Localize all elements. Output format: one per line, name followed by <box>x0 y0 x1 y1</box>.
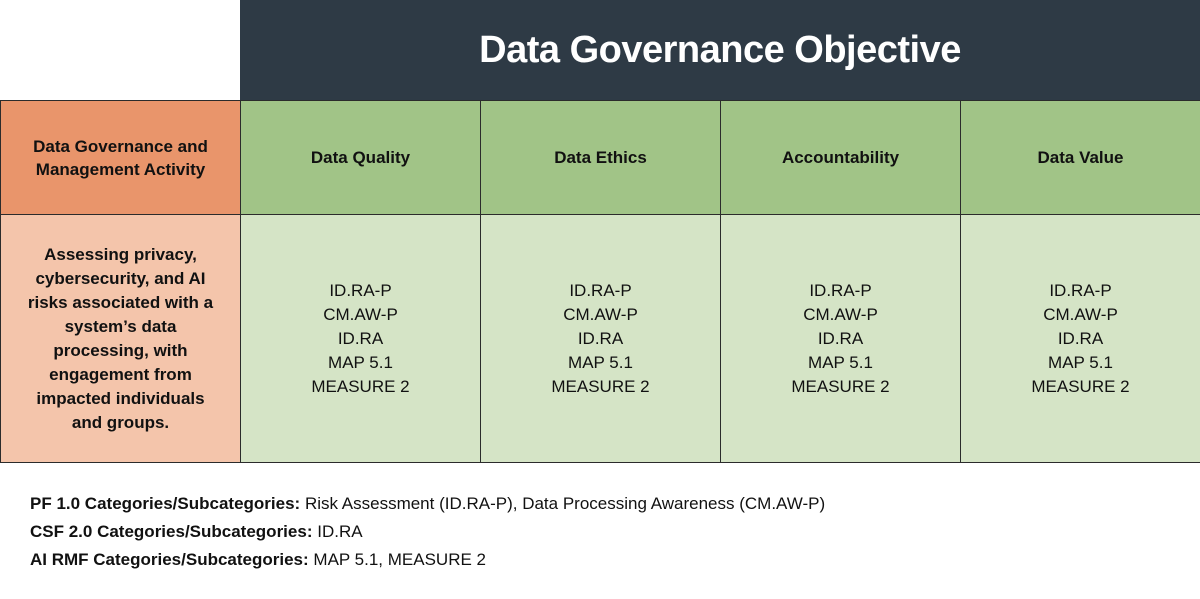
mapping-cell-data-ethics: ID.RA-P CM.AW-P ID.RA MAP 5.1 MEASURE 2 <box>480 214 721 463</box>
mapping-item: CM.AW-P <box>323 304 398 324</box>
mapping-item: ID.RA <box>577 328 624 348</box>
footer-value: ID.RA <box>317 522 363 541</box>
footer-value: Risk Assessment (ID.RA-P), Data Processi… <box>304 494 826 513</box>
mapping-item: ID.RA-P <box>1049 280 1112 300</box>
footer-label: CSF 2.0 Categories/Subcategories: <box>30 522 313 541</box>
mapping-item: ID.RA-P <box>569 280 632 300</box>
title-banner: Data Governance Objective <box>240 0 1200 101</box>
footer-label: PF 1.0 Categories/Subcategories: <box>30 494 301 513</box>
governance-table: Data Governance and Management Activity … <box>0 100 1200 463</box>
mapping-cell-data-quality: ID.RA-P CM.AW-P ID.RA MAP 5.1 MEASURE 2 <box>240 214 481 463</box>
footer-line-csf: CSF 2.0 Categories/Subcategories: ID.RA <box>30 518 825 546</box>
footer-line-pf: PF 1.0 Categories/Subcategories: Risk As… <box>30 490 825 518</box>
mapping-item: ID.RA <box>817 328 864 348</box>
corner-header-cell: Data Governance and Management Activity <box>0 100 241 215</box>
mapping-item: CM.AW-P <box>1043 304 1118 324</box>
mapping-item: MAP 5.1 <box>568 352 633 372</box>
objective-header-data-ethics: Data Ethics <box>480 100 721 215</box>
mapping-item: MAP 5.1 <box>808 352 873 372</box>
mapping-item: ID.RA-P <box>329 280 392 300</box>
footer-label: AI RMF Categories/Subcategories: <box>30 550 309 569</box>
mapping-item: ID.RA-P <box>809 280 872 300</box>
mapping-item: MAP 5.1 <box>1048 352 1113 372</box>
footer-notes: PF 1.0 Categories/Subcategories: Risk As… <box>30 490 825 574</box>
mapping-item: CM.AW-P <box>563 304 638 324</box>
table-title: Data Governance Objective <box>479 29 961 71</box>
mapping-item: ID.RA <box>337 328 384 348</box>
mapping-item: MAP 5.1 <box>328 352 393 372</box>
activity-row: Assessing privacy, cybersecurity, and AI… <box>0 214 1200 463</box>
objective-header-accountability: Accountability <box>720 100 961 215</box>
mapping-item: ID.RA <box>1057 328 1104 348</box>
mapping-item: MEASURE 2 <box>791 376 890 396</box>
footer-line-ai-rmf: AI RMF Categories/Subcategories: MAP 5.1… <box>30 546 825 574</box>
activity-cell: Assessing privacy, cybersecurity, and AI… <box>0 214 241 463</box>
footer-value: MAP 5.1, MEASURE 2 <box>313 550 486 569</box>
mapping-cell-accountability: ID.RA-P CM.AW-P ID.RA MAP 5.1 MEASURE 2 <box>720 214 961 463</box>
mapping-item: MEASURE 2 <box>311 376 410 396</box>
header-row: Data Governance and Management Activity … <box>0 100 1200 215</box>
objective-header-data-quality: Data Quality <box>240 100 481 215</box>
mapping-item: MEASURE 2 <box>551 376 650 396</box>
mapping-item: CM.AW-P <box>803 304 878 324</box>
objective-header-data-value: Data Value <box>960 100 1200 215</box>
mapping-item: MEASURE 2 <box>1031 376 1130 396</box>
mapping-cell-data-value: ID.RA-P CM.AW-P ID.RA MAP 5.1 MEASURE 2 <box>960 214 1200 463</box>
